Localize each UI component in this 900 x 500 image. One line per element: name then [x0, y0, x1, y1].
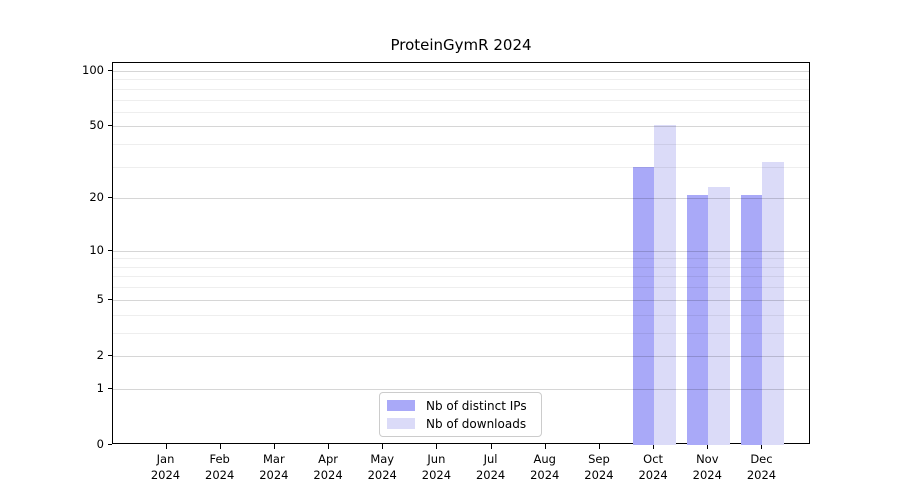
minor-gridline: [113, 79, 809, 81]
x-tick-mark: [436, 444, 438, 449]
x-tick-year: 2024: [421, 467, 452, 482]
x-tick-label: Dec 2024: [729, 452, 793, 483]
x-tick-month: Jul: [483, 452, 498, 466]
x-tick-year: 2024: [205, 467, 235, 482]
x-tick-month: Jan: [156, 452, 175, 466]
x-tick-mark: [761, 444, 763, 449]
y-tick-mark: [108, 249, 112, 251]
x-tick-label: Jul 2024: [459, 452, 523, 483]
x-tick-label: May 2024: [350, 452, 414, 483]
x-tick-year: 2024: [367, 467, 397, 482]
y-tick-label: 20: [89, 190, 104, 205]
y-tick-mark: [108, 197, 112, 199]
x-tick-mark: [219, 444, 221, 449]
y-tick-mark: [108, 125, 112, 127]
x-tick-month: Oct: [643, 452, 664, 466]
y-tick-label: 1: [96, 380, 104, 395]
bar-nb-of-distinct-ips: [632, 166, 655, 445]
bar-nb-of-downloads: [708, 187, 730, 445]
legend-item-distinct-ips: Nb of distinct IPs: [387, 399, 541, 413]
x-tick-label: Oct 2024: [621, 452, 685, 483]
x-tick-label: Mar 2024: [242, 452, 306, 483]
x-tick-month: May: [370, 452, 395, 466]
y-tick-mark: [108, 298, 112, 300]
x-tick-year: 2024: [313, 467, 343, 482]
chart-title: ProteinGymR 2024: [390, 36, 532, 54]
x-tick-year: 2024: [259, 467, 289, 482]
x-tick-month: Jun: [427, 452, 446, 466]
legend-swatch-downloads: [387, 418, 415, 429]
bar-nb-of-downloads: [762, 161, 784, 445]
x-tick-mark: [382, 444, 384, 449]
x-tick-month: Nov: [696, 452, 719, 466]
x-tick-year: 2024: [150, 467, 181, 482]
x-tick-month: Mar: [263, 452, 285, 466]
x-tick-label: Apr 2024: [296, 452, 360, 483]
x-tick-year: 2024: [692, 467, 722, 482]
y-tick-label: 2: [96, 347, 104, 362]
x-tick-mark: [328, 444, 330, 449]
minor-gridline: [113, 88, 809, 90]
y-tick-label: 10: [89, 242, 104, 257]
x-tick-mark: [707, 444, 709, 449]
major-gridline: [113, 70, 809, 72]
x-tick-month: Feb: [209, 452, 230, 466]
x-tick-mark: [598, 444, 600, 449]
y-tick-label: 5: [96, 291, 104, 306]
y-tick-label: 0: [96, 437, 104, 451]
plot-area: Nb of distinct IPs Nb of downloads: [112, 62, 810, 445]
y-tick-mark: [108, 387, 112, 389]
x-tick-year: 2024: [638, 467, 668, 482]
bar-nb-of-downloads: [654, 124, 676, 445]
legend-swatch-distinct-ips: [387, 400, 415, 411]
y-tick-mark: [108, 444, 112, 445]
minor-gridline: [113, 144, 809, 146]
x-tick-month: Sep: [588, 452, 610, 466]
y-tick-label: 100: [82, 62, 104, 77]
x-tick-year: 2024: [746, 467, 777, 482]
legend: Nb of distinct IPs Nb of downloads: [379, 392, 542, 437]
y-tick-label: 50: [89, 118, 104, 133]
x-tick-label: Nov 2024: [675, 452, 739, 483]
bar-nb-of-distinct-ips: [740, 194, 763, 445]
x-tick-mark: [544, 444, 546, 449]
legend-label-distinct-ips: Nb of distinct IPs: [426, 398, 527, 413]
minor-gridline: [113, 111, 809, 113]
x-tick-year: 2024: [584, 467, 614, 482]
x-tick-label: Feb 2024: [188, 452, 252, 483]
x-tick-year: 2024: [475, 467, 506, 482]
x-tick-label: Sep 2024: [567, 452, 631, 483]
legend-item-downloads: Nb of downloads: [387, 417, 541, 431]
major-gridline: [113, 126, 809, 128]
x-tick-year: 2024: [530, 467, 560, 482]
bar-nb-of-distinct-ips: [686, 194, 709, 445]
x-tick-mark: [165, 444, 167, 449]
x-tick-label: Jun 2024: [404, 452, 468, 483]
y-tick-mark: [108, 69, 112, 71]
x-tick-month: Dec: [750, 452, 773, 466]
x-tick-month: Aug: [533, 452, 556, 466]
x-tick-month: Apr: [318, 452, 338, 466]
x-tick-label: Aug 2024: [513, 452, 577, 483]
minor-gridline: [113, 166, 809, 168]
legend-label-downloads: Nb of downloads: [426, 416, 527, 431]
x-tick-mark: [273, 444, 275, 449]
x-tick-mark: [490, 444, 492, 449]
minor-gridline: [113, 99, 809, 101]
y-tick-mark: [108, 354, 112, 356]
x-tick-label: Jan 2024: [134, 452, 198, 483]
x-tick-mark: [653, 444, 655, 449]
